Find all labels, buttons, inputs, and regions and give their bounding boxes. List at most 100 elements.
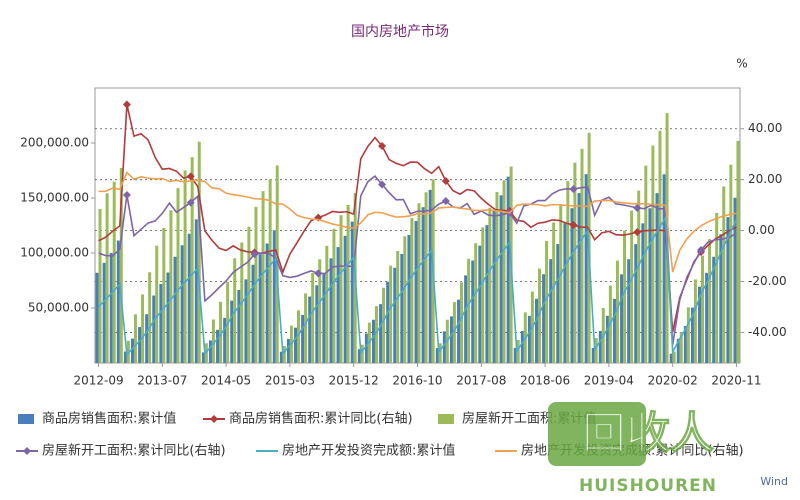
x-tick-label: 2014-05	[201, 374, 251, 388]
bar	[297, 310, 300, 363]
bar	[421, 207, 425, 363]
bar	[350, 221, 354, 363]
bar	[499, 195, 503, 363]
x-tick-label: 2020-11	[711, 374, 761, 388]
bar	[669, 353, 673, 363]
bar	[166, 272, 170, 363]
bar	[176, 188, 180, 363]
bar	[258, 254, 262, 363]
bar	[577, 193, 581, 363]
bar	[584, 174, 588, 363]
bar	[95, 272, 99, 363]
bar	[343, 235, 347, 363]
line-marker	[122, 100, 131, 109]
line-marker	[186, 198, 195, 207]
bar	[502, 180, 506, 363]
chart-title: 国内房地产市场	[351, 23, 449, 40]
bar	[686, 307, 690, 363]
legend-swatch	[18, 414, 34, 424]
bar	[346, 204, 350, 363]
bar	[325, 245, 329, 363]
bar	[141, 294, 145, 363]
bar	[318, 259, 322, 363]
bar	[230, 300, 234, 363]
bar	[159, 284, 163, 363]
bar	[736, 140, 740, 363]
bar	[662, 174, 666, 363]
bar	[403, 236, 407, 363]
bar	[690, 307, 694, 363]
bar	[520, 330, 524, 363]
legend-label: 商品房销售面积:累计值	[42, 411, 176, 427]
bar	[435, 348, 439, 363]
bar	[495, 192, 499, 363]
bar	[648, 208, 652, 363]
bar	[719, 234, 723, 363]
bar	[442, 331, 446, 363]
bar	[364, 333, 368, 363]
line-marker	[441, 197, 450, 206]
bar	[630, 210, 634, 363]
bar	[705, 272, 709, 363]
bar	[449, 316, 453, 363]
bar	[612, 298, 616, 363]
x-tick-label: 2013-07	[137, 374, 187, 388]
line	[98, 104, 737, 333]
x-tick-label: 2015-03	[265, 374, 315, 388]
bar	[516, 339, 520, 363]
bar	[308, 296, 312, 363]
bar	[594, 338, 598, 363]
bar	[566, 181, 570, 363]
bar	[471, 260, 475, 363]
bar	[396, 250, 400, 363]
bar	[488, 207, 492, 363]
bar	[726, 217, 730, 363]
line	[97, 214, 738, 357]
bar	[556, 244, 560, 363]
y2-tick-label: 20.00	[748, 172, 782, 186]
bar	[580, 148, 584, 363]
x-tick-label: 2018-06	[520, 374, 570, 388]
bar	[173, 256, 177, 363]
bar	[417, 203, 421, 363]
bar	[180, 245, 184, 363]
watermark-box	[548, 402, 646, 466]
bar	[464, 275, 468, 363]
line-marker	[569, 220, 578, 229]
bar	[712, 256, 716, 363]
bar	[634, 244, 638, 363]
bar	[407, 234, 411, 363]
bar	[559, 204, 563, 363]
bar	[133, 314, 137, 363]
bar	[651, 145, 655, 363]
bar	[237, 290, 241, 363]
bar	[573, 162, 577, 363]
bar	[478, 245, 482, 363]
legend-marker	[23, 447, 31, 455]
legend-marker	[210, 415, 218, 423]
bar	[452, 302, 456, 363]
bar	[216, 329, 220, 363]
bar	[152, 295, 156, 363]
source: Wind	[760, 475, 788, 488]
bar	[537, 268, 541, 363]
bar	[112, 181, 116, 363]
legend-label: 房屋新开工面积:累计同比(右轴)	[42, 443, 226, 459]
bar	[672, 351, 676, 363]
bar	[371, 319, 375, 363]
bar	[693, 279, 697, 363]
bar	[655, 193, 659, 363]
bar	[424, 192, 428, 363]
bar	[194, 219, 198, 363]
line-marker	[569, 185, 578, 194]
legend-label: 商品房销售面积:累计同比(右轴)	[229, 411, 413, 427]
bar	[247, 226, 251, 363]
bar	[98, 208, 102, 363]
bar	[460, 282, 464, 363]
bar	[733, 197, 737, 363]
bar	[641, 223, 645, 363]
bar	[535, 298, 538, 363]
bar	[506, 176, 510, 363]
bar	[414, 221, 418, 363]
